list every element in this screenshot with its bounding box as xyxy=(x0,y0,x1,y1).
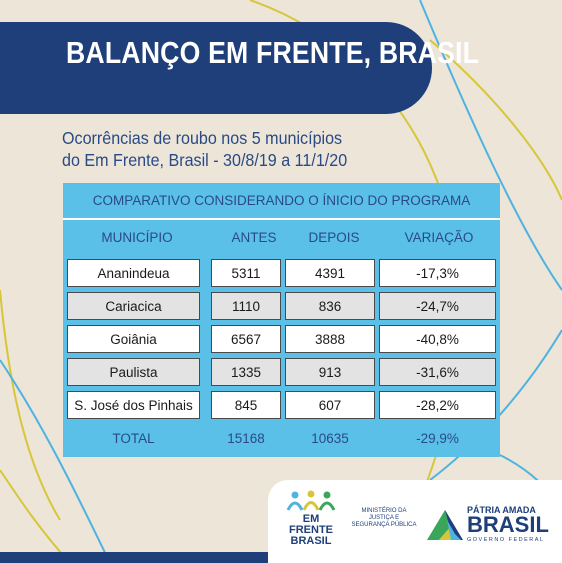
cell-depois: 836 xyxy=(285,292,375,320)
ministry-text: MINISTÉRIO DA JUSTIÇA E SEGURANÇA PÚBLIC… xyxy=(346,508,422,529)
title-banner xyxy=(0,22,432,114)
governo-federal-text: GOVERNO FEDERAL xyxy=(467,537,545,543)
cell-antes: 1335 xyxy=(211,358,281,386)
patria-amada-text: PÁTRIA AMADA xyxy=(467,505,536,515)
em-frente-brasil-logo: EM FRENTE BRASIL xyxy=(282,490,340,558)
cell-depois: 913 xyxy=(285,358,375,386)
ministry-line-3: SEGURANÇA PÚBLICA xyxy=(351,522,417,528)
column-header-variacao: VARIAÇÃO xyxy=(404,230,474,245)
cell-depois: 607 xyxy=(285,391,375,419)
cell-municipio: Goiânia xyxy=(67,325,200,353)
subtitle-line-2: do Em Frente, Brasil - 30/8/19 a 11/1/20 xyxy=(62,150,348,170)
total-antes: 15168 xyxy=(227,431,265,446)
cell-variacao: -28,2% xyxy=(379,391,496,419)
cell-antes: 1110 xyxy=(211,292,281,320)
cell-municipio: Paulista xyxy=(67,358,200,386)
cell-municipio: S. José dos Pinhais xyxy=(67,391,200,419)
column-header-municipio: MUNICÍPIO xyxy=(101,230,173,245)
em-frente-line-2: BRASIL xyxy=(290,535,332,547)
cell-municipio: Cariacica xyxy=(67,292,200,320)
cell-depois: 4391 xyxy=(285,259,375,287)
ministry-line-1: MINISTÉRIO DA xyxy=(361,508,407,514)
cell-variacao: -31,6% xyxy=(379,358,496,386)
table-row: Ananindeua 5311 4391 -17,3% xyxy=(63,259,500,287)
cell-antes: 845 xyxy=(211,391,281,419)
em-frente-title: EM FRENTE BRASIL xyxy=(282,514,340,547)
people-icon xyxy=(286,490,336,511)
total-variacao: -29,9% xyxy=(416,431,459,446)
cell-variacao: -24,7% xyxy=(379,292,496,320)
bottom-strip xyxy=(0,552,268,563)
table-header: COMPARATIVO CONSIDERANDO O ÍNICIO DO PRO… xyxy=(92,193,471,208)
footer-logos: EM FRENTE BRASIL MINISTÉRIO DA JUSTIÇA E… xyxy=(268,480,562,563)
header-divider xyxy=(63,218,500,220)
table-row: Goiânia 6567 3888 -40,8% xyxy=(63,325,500,353)
total-label: TOTAL xyxy=(112,431,155,446)
table-row: Paulista 1335 913 -31,6% xyxy=(63,358,500,386)
cell-antes: 6567 xyxy=(211,325,281,353)
subtitle-line-1: Ocorrências de roubo nos 5 municípios xyxy=(62,128,343,148)
ministry-line-2: JUSTIÇA E xyxy=(368,515,400,521)
comparison-table: COMPARATIVO CONSIDERANDO O ÍNICIO DO PRO… xyxy=(63,183,500,457)
cell-municipio: Ananindeua xyxy=(67,259,200,287)
brasil-text: BRASIL xyxy=(467,512,549,537)
total-depois: 10635 xyxy=(311,431,349,446)
cell-variacao: -17,3% xyxy=(379,259,496,287)
column-header-antes: ANTES xyxy=(231,230,277,245)
total-row: TOTAL 15168 10635 -29,9% xyxy=(63,428,500,450)
cell-antes: 5311 xyxy=(211,259,281,287)
cell-depois: 3888 xyxy=(285,325,375,353)
cell-variacao: -40,8% xyxy=(379,325,496,353)
page-title: BALANÇO EM FRENTE, BRASIL xyxy=(66,35,480,70)
governo-federal-logo-icon xyxy=(427,510,463,540)
table-row: Cariacica 1110 836 -24,7% xyxy=(63,292,500,320)
subtitle: Ocorrências de roubo nos 5 municípios do… xyxy=(62,127,375,171)
table-row: S. José dos Pinhais 845 607 -28,2% xyxy=(63,391,500,419)
column-header-depois: DEPOIS xyxy=(308,230,360,245)
em-frente-line-1: EM FRENTE xyxy=(289,513,333,536)
